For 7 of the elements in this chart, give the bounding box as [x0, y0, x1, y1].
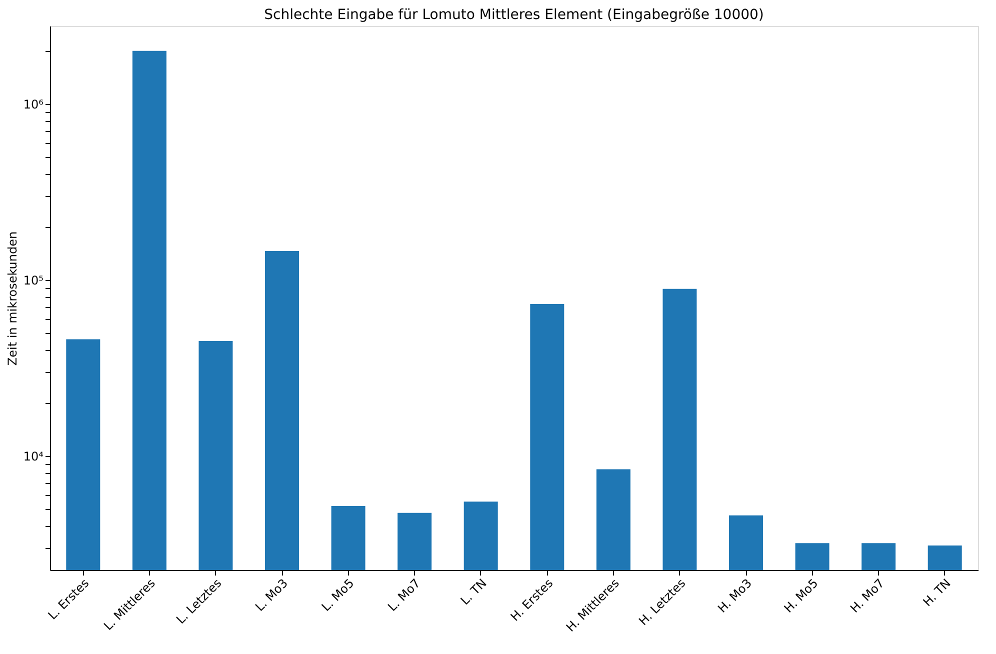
y-axis-title: Zeit in mikrosekunden [5, 231, 20, 366]
x-tick-label: L. TN [458, 576, 490, 608]
y-tick-label: 10⁴ [23, 449, 44, 464]
x-tick-label: H. TN [920, 576, 954, 610]
y-tick-label: 10⁶ [23, 97, 44, 112]
y-tick-label: 10⁵ [23, 273, 44, 288]
chart-title: Schlechte Eingabe für Lomuto Mittleres Element (Eingabegröße 10000) [264, 7, 764, 23]
